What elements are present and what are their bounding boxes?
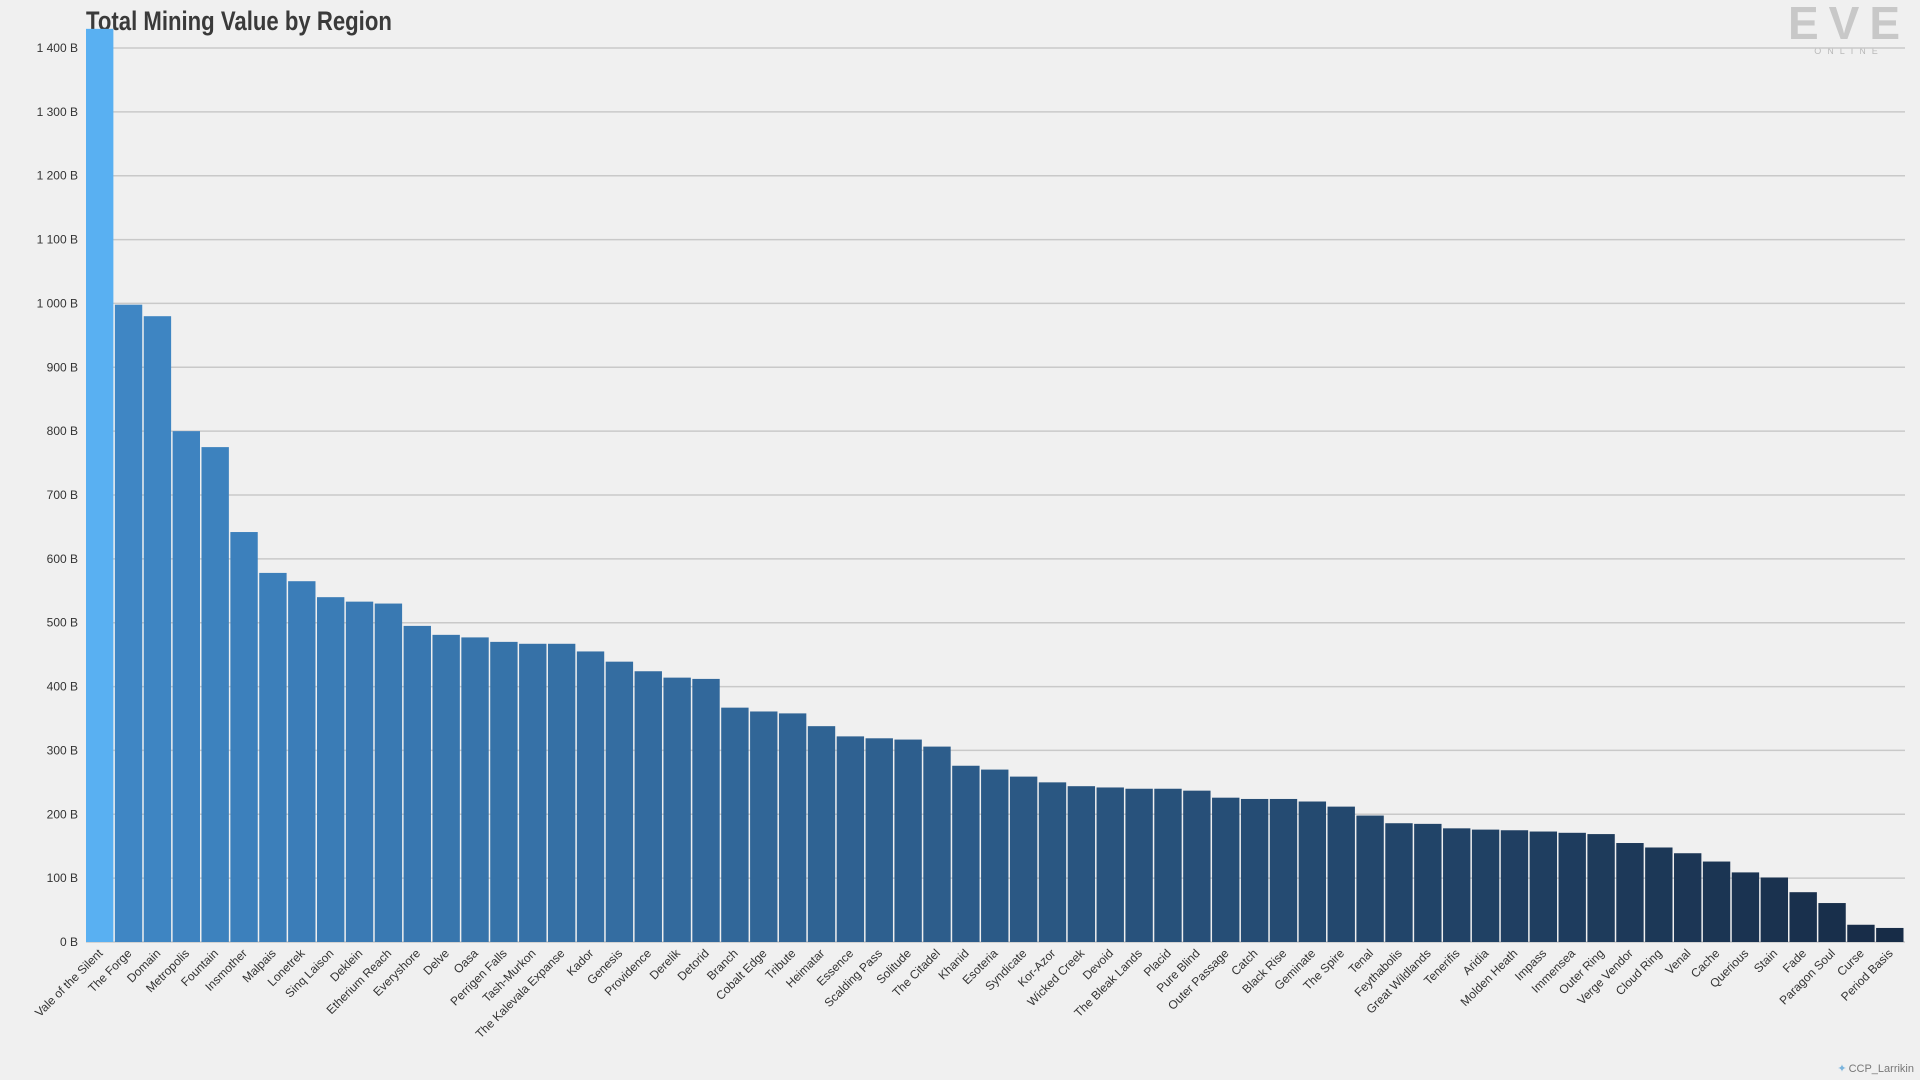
bar bbox=[1558, 832, 1586, 942]
bar bbox=[1702, 861, 1731, 942]
bar bbox=[1038, 782, 1067, 942]
bar bbox=[345, 601, 374, 942]
y-tick-label: 400 B bbox=[47, 680, 78, 694]
bar bbox=[778, 713, 807, 942]
bar bbox=[1471, 829, 1500, 942]
bar bbox=[1269, 798, 1298, 942]
y-tick-label: 100 B bbox=[47, 871, 78, 885]
bar bbox=[1529, 831, 1558, 942]
bar bbox=[923, 746, 951, 942]
eve-online-logo: EVE ONLINE bbox=[1780, 0, 1918, 60]
y-tick-label: 1 300 B bbox=[37, 105, 78, 119]
bar bbox=[865, 738, 893, 942]
bar bbox=[952, 765, 980, 942]
bar bbox=[1847, 924, 1875, 942]
bar bbox=[172, 431, 200, 942]
bar bbox=[1616, 843, 1644, 942]
y-tick-label: 500 B bbox=[47, 616, 78, 630]
bar bbox=[692, 678, 720, 942]
bar bbox=[1414, 823, 1442, 942]
chart-title: Total Mining Value by Region bbox=[86, 6, 392, 36]
bar bbox=[807, 726, 836, 942]
y-tick-label: 1 400 B bbox=[37, 41, 78, 55]
y-tick-label: 700 B bbox=[47, 488, 78, 502]
bar bbox=[1154, 788, 1182, 942]
bar bbox=[1327, 806, 1355, 942]
bar bbox=[1443, 828, 1471, 942]
bar bbox=[663, 677, 691, 942]
bar bbox=[721, 707, 749, 942]
bar bbox=[403, 625, 431, 942]
y-tick-label: 300 B bbox=[47, 743, 78, 757]
bar bbox=[1645, 847, 1673, 942]
y-tick-label: 1 100 B bbox=[37, 233, 78, 247]
y-tick-label: 800 B bbox=[47, 424, 78, 438]
bar bbox=[1731, 872, 1760, 942]
bar bbox=[1183, 790, 1211, 942]
bar bbox=[86, 28, 114, 943]
bar bbox=[576, 651, 605, 942]
logo-subtext: ONLINE bbox=[1814, 46, 1884, 56]
x-tick-label: Stain bbox=[1751, 946, 1780, 975]
bar bbox=[143, 316, 172, 942]
bar bbox=[1212, 797, 1240, 942]
x-tick-label: Delve bbox=[420, 946, 452, 978]
bar bbox=[1009, 776, 1038, 942]
y-tick-label: 200 B bbox=[47, 807, 78, 821]
bars bbox=[86, 28, 1904, 943]
twitter-bird-icon: ✦ bbox=[1837, 1063, 1847, 1075]
bar bbox=[259, 572, 287, 942]
bar bbox=[490, 641, 518, 942]
bar bbox=[201, 447, 229, 942]
bar bbox=[1760, 877, 1789, 942]
bar bbox=[1789, 892, 1817, 942]
bar bbox=[461, 637, 489, 942]
bar bbox=[316, 597, 345, 942]
bar bbox=[1587, 834, 1615, 942]
author-credit: ✦ CCP_Larrikin bbox=[1837, 1062, 1914, 1076]
bar bbox=[374, 603, 403, 942]
x-tick-label: Detorid bbox=[675, 946, 712, 983]
bar bbox=[288, 581, 316, 942]
bar bbox=[1356, 815, 1384, 942]
bar bbox=[114, 304, 143, 943]
y-tick-label: 900 B bbox=[47, 360, 78, 374]
bar bbox=[836, 736, 865, 942]
grid-lines bbox=[86, 47, 1905, 943]
bar bbox=[1240, 798, 1269, 942]
bar bbox=[750, 711, 778, 942]
credit-handle: CCP_Larrikin bbox=[1848, 1062, 1914, 1075]
bar bbox=[432, 634, 460, 942]
bar bbox=[1125, 788, 1153, 942]
bar bbox=[894, 739, 922, 942]
y-axis-ticks: 0 B 100 B 200 B 300 B 400 B 500 B 600 B 700 B 80… bbox=[37, 41, 78, 949]
bar bbox=[230, 532, 258, 942]
bar bbox=[1096, 787, 1124, 942]
bar bbox=[1818, 903, 1846, 942]
bar bbox=[519, 643, 547, 942]
y-tick-label: 0 B bbox=[60, 935, 78, 949]
bar bbox=[547, 643, 576, 942]
bar bbox=[981, 769, 1009, 942]
bar bbox=[1385, 823, 1413, 942]
y-tick-label: 1 000 B bbox=[37, 296, 78, 310]
bar bbox=[1876, 927, 1904, 942]
logo-wordmark: EVE bbox=[1787, 0, 1911, 49]
y-tick-label: 600 B bbox=[47, 552, 78, 566]
bar bbox=[1674, 853, 1702, 942]
bar bbox=[1298, 801, 1327, 942]
bar bbox=[1500, 830, 1529, 942]
bar bbox=[605, 661, 634, 942]
y-tick-label: 1 200 B bbox=[37, 169, 78, 183]
bar bbox=[634, 671, 662, 942]
bar bbox=[1067, 786, 1096, 942]
